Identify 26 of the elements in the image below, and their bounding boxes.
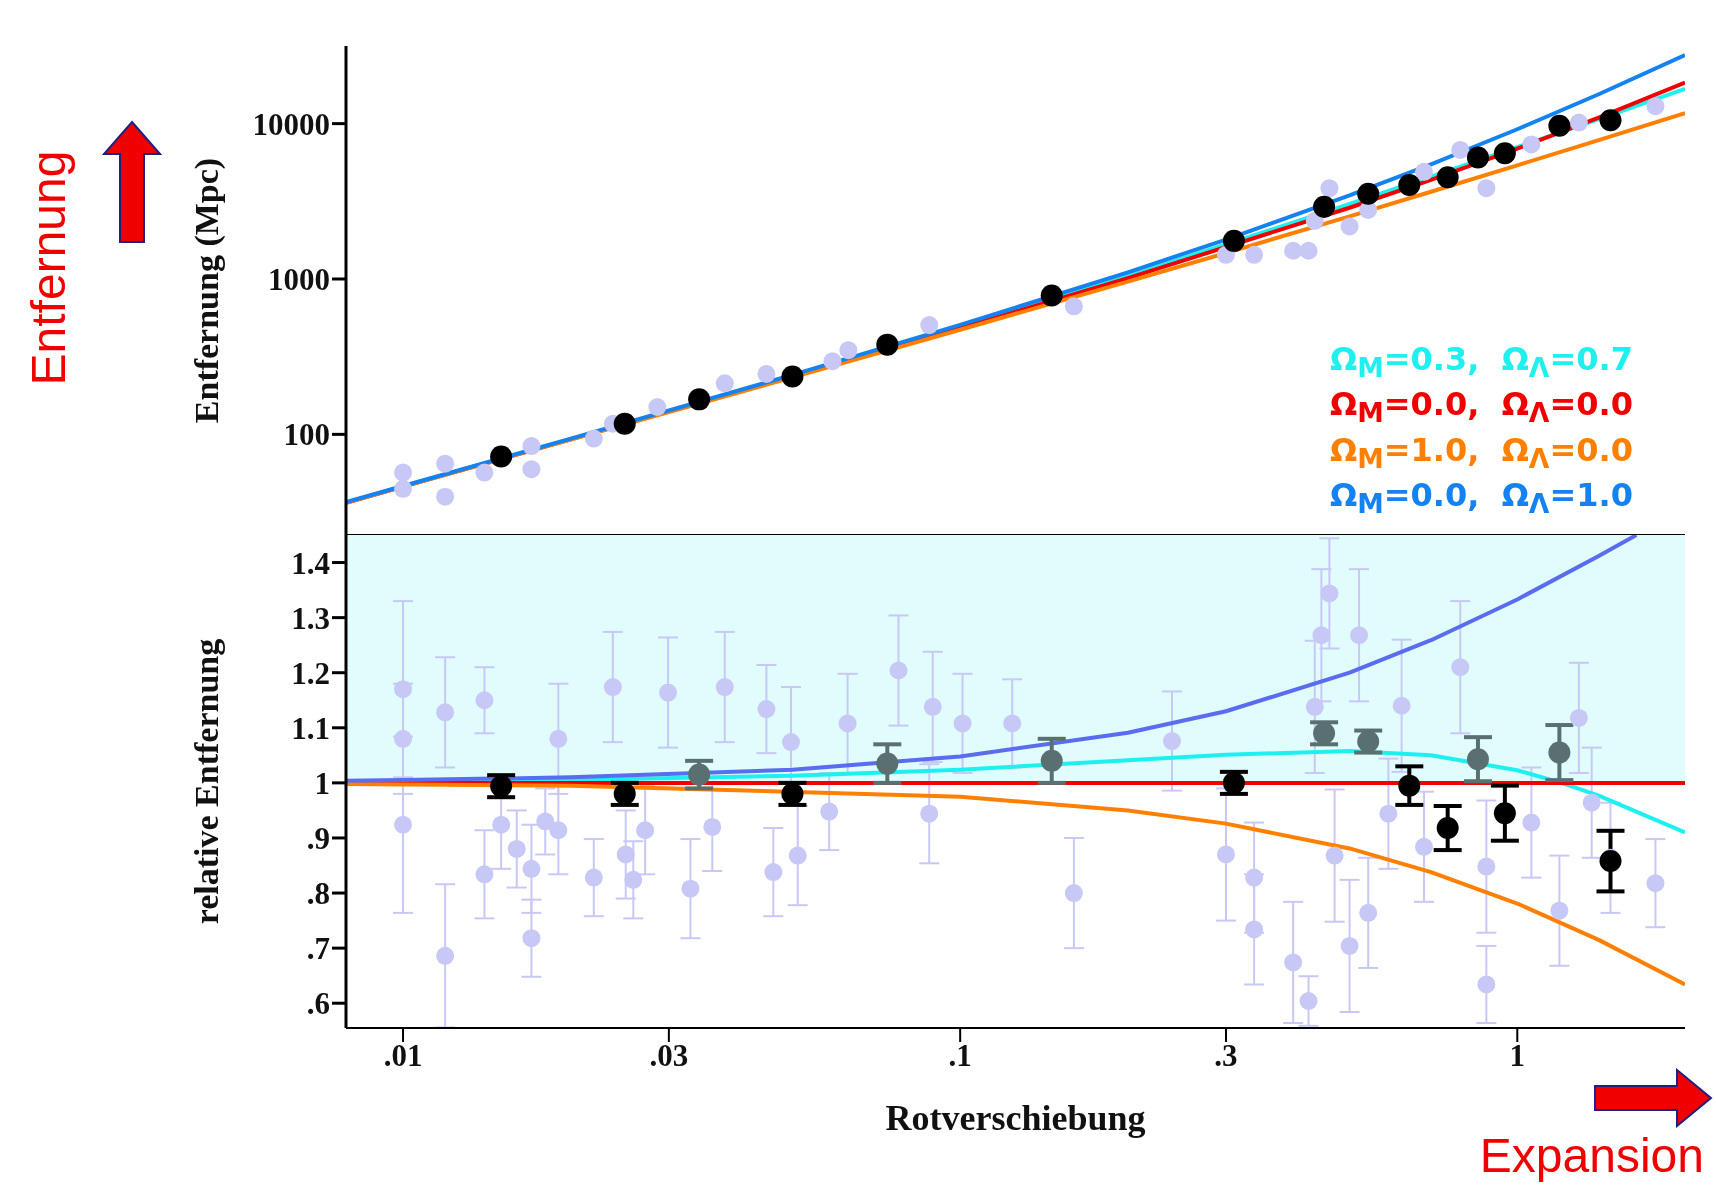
y-tick-label: .8 [306,876,330,912]
y-tick-label: 10000 [252,106,330,142]
text: Ω$_{M}$=0.3, Ω$_{Λ}$=0.7 [1329,340,1633,386]
text: Ω$_{M}$=0.0, Ω$_{Λ}$=1.0 [1329,476,1633,522]
text: Entfernung [20,150,76,386]
y-tick-label: 1.3 [291,600,330,636]
y-tick-label: .7 [306,931,330,967]
y-tick-label: .6 [306,986,330,1022]
y-tick-label: 1 [314,765,330,801]
y-tick-label: 1.2 [291,655,330,691]
y-tick-label: .9 [306,820,330,856]
x-tick-label: 1 [1509,1038,1526,1074]
x-tick-label: .03 [649,1038,689,1074]
x-tick-label: .3 [1214,1038,1238,1074]
x-axis-title: Rotverschiebung [885,1098,1146,1138]
y-tick-label: 1.1 [291,710,330,746]
y-tick-label: 1.4 [291,545,330,581]
text: Ω$_{M}$=0.0, Ω$_{Λ}$=0.0 [1329,385,1633,431]
x-tick-label: .1 [948,1038,972,1074]
x-tick-label: .01 [383,1038,423,1074]
y-axis-title: relative Entfernung [188,638,226,925]
text: Ω$_{M}$=1.0, Ω$_{Λ}$=0.0 [1329,430,1633,477]
text: Expansion [1479,1128,1704,1183]
y-tick-label: 1000 [268,262,330,297]
y-axis-title: Entfernung (Mpc) [188,157,227,424]
y-tick-label: 100 [283,417,330,453]
